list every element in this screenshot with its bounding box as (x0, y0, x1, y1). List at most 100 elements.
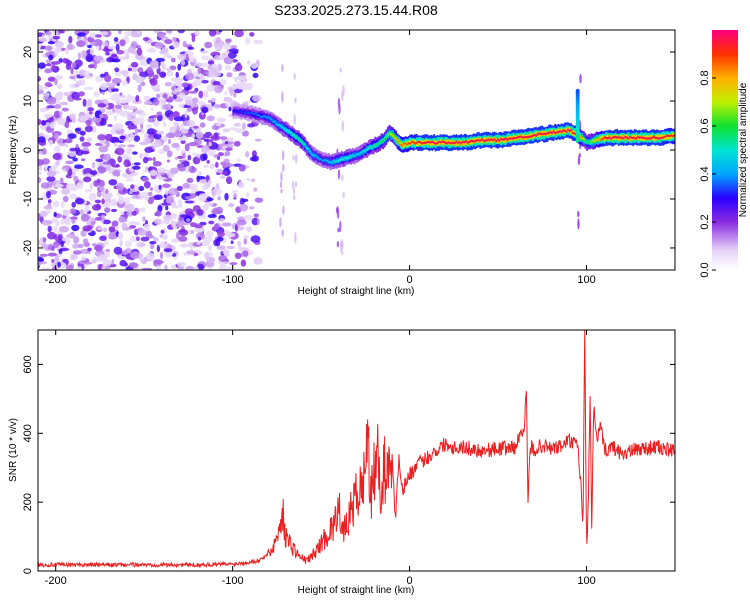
noise-blob (168, 138, 171, 145)
noise-blob (149, 187, 154, 191)
noise-blob (225, 176, 233, 185)
noise-blob (224, 192, 229, 201)
noise-blob (38, 84, 43, 91)
noise-streak (293, 73, 296, 80)
noise-blob (217, 63, 222, 72)
noise-blob (55, 41, 64, 48)
noise-blob (136, 236, 140, 242)
noise-streak (337, 169, 341, 180)
noise-blob (110, 128, 116, 135)
ridge-cell (431, 140, 434, 144)
ridge-cell (272, 120, 275, 123)
noise-blob (118, 231, 123, 238)
noise-blob (146, 128, 156, 135)
noise-blob (83, 176, 92, 183)
noise-blob (51, 259, 55, 263)
ridge-cell (304, 143, 307, 146)
noise-blob (124, 203, 135, 211)
noise-blob (93, 61, 97, 69)
ridge-cell (562, 129, 565, 132)
noise-streak (342, 192, 345, 199)
noise-blob (148, 267, 153, 270)
noise-blob (68, 168, 73, 176)
ridge-cell (452, 141, 455, 144)
x-tick-label: 100 (577, 274, 595, 286)
noise-blob (75, 198, 85, 205)
noise-blob (246, 60, 251, 65)
noise-blob (85, 54, 94, 63)
noise-blob (69, 113, 76, 119)
ridge-cell (641, 136, 644, 139)
ridge-cell (668, 134, 671, 138)
noise-blob (208, 179, 213, 185)
noise-blob (164, 264, 168, 270)
ridge-cell (285, 129, 288, 132)
ridge-cell (246, 111, 249, 114)
noise-blob (142, 169, 149, 173)
noise-blob (180, 139, 186, 144)
ridge-cell (603, 136, 606, 139)
noise-blob (217, 231, 225, 238)
noise-blob (96, 45, 100, 51)
noise-blob (199, 221, 207, 226)
noise-blob (238, 164, 246, 172)
noise-blob (55, 75, 64, 80)
noise-blob (110, 208, 118, 213)
noise-blob (129, 132, 135, 141)
ridge-cell (656, 136, 659, 140)
ridge-cell (512, 136, 515, 140)
noise-blob (243, 214, 254, 221)
noise-streak (282, 150, 285, 161)
ridge-cell (595, 138, 598, 141)
noise-blob (237, 240, 241, 247)
noise-blob (219, 79, 227, 85)
ridge-cell (528, 135, 531, 138)
noise-blob (207, 149, 216, 156)
noise-blob (219, 218, 225, 222)
noise-blob (213, 103, 221, 109)
noise-blob (67, 149, 77, 157)
noise-blob (39, 45, 47, 50)
noise-blob (201, 146, 209, 154)
ridge-cell (560, 130, 563, 134)
noise-blob (207, 60, 215, 65)
y-tick-label: 400 (22, 424, 34, 442)
noise-blob (160, 251, 163, 260)
noise-blob (72, 250, 82, 255)
noise-blob (48, 167, 56, 172)
noise-blob (131, 40, 138, 49)
ridge-cell (347, 156, 350, 159)
noise-streak (337, 227, 340, 233)
noise-blob (202, 153, 208, 161)
noise-blob (225, 232, 236, 238)
noise-blob (188, 55, 196, 63)
ridge-cell (460, 142, 463, 145)
noise-blob (60, 240, 64, 248)
ridge-cell (410, 140, 413, 143)
noise-blob (94, 55, 104, 62)
noise-blob (94, 244, 103, 252)
ridge-cell (592, 138, 595, 142)
noise-blob (207, 63, 212, 70)
noise-blob (61, 107, 69, 112)
noise-blob (135, 95, 140, 102)
ridge-cell (657, 137, 660, 140)
noise-blob (117, 155, 123, 163)
noise-blob (179, 229, 188, 237)
noise-blob (161, 234, 168, 240)
noise-blob (221, 171, 228, 175)
noise-blob (206, 84, 216, 92)
noise-blob (228, 127, 238, 131)
ridge-cell (315, 155, 318, 158)
noise-blob (70, 67, 74, 75)
noise-streak (281, 229, 284, 237)
noise-blob (154, 218, 162, 225)
ridge-cell (318, 158, 321, 161)
ridge-cell (382, 140, 385, 143)
noise-blob (172, 36, 177, 42)
noise-blob (224, 150, 231, 157)
noise-blob (52, 35, 61, 40)
noise-blob (155, 189, 162, 194)
ridge-cell (437, 140, 440, 144)
